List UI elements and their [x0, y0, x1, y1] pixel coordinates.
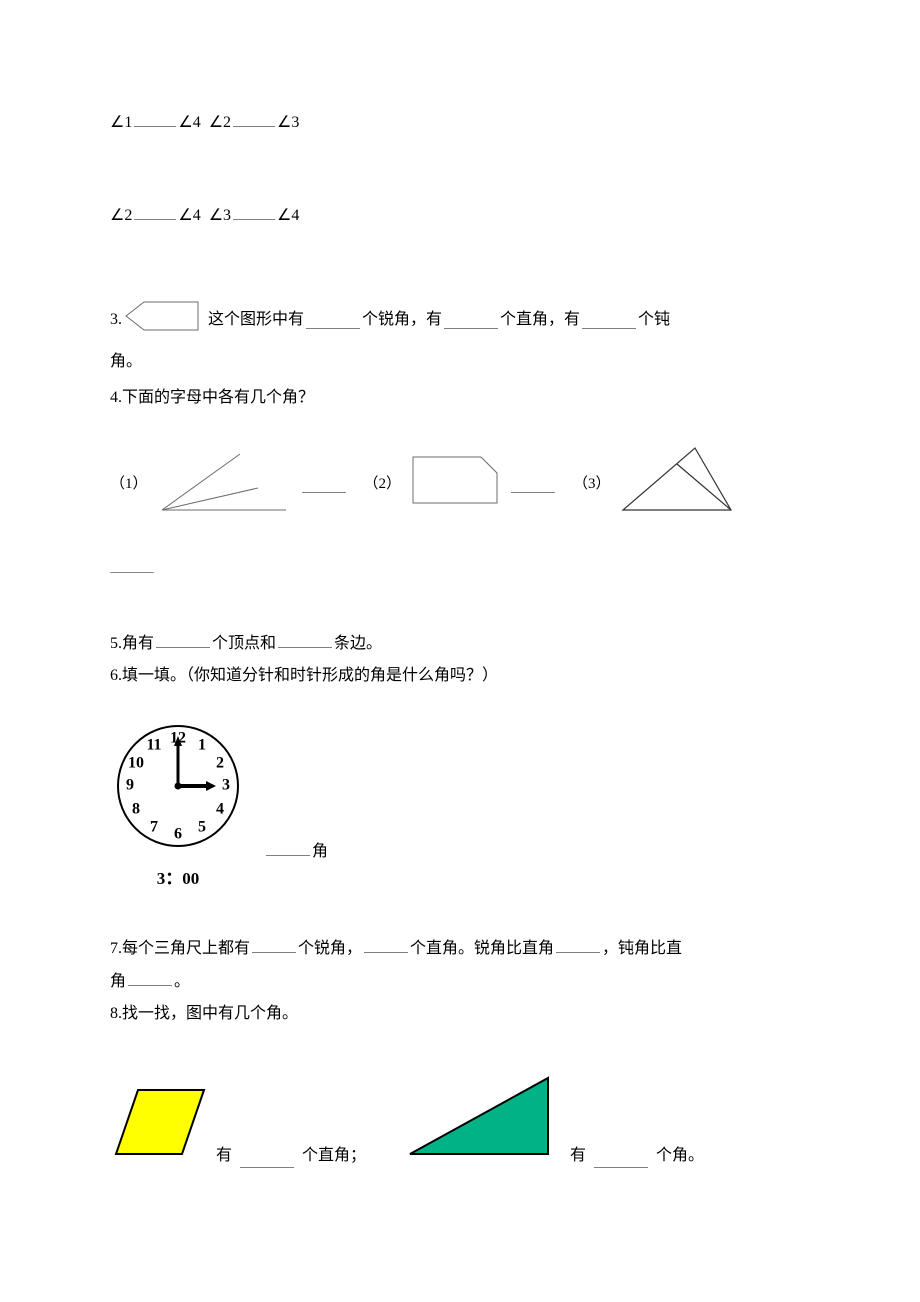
- worksheet-page: ∠1∠4 ∠2∠3 ∠2∠4 ∠3∠4 3. 这个图形中有个锐角，有个直角，有个…: [0, 0, 920, 1208]
- q7-number: 7.: [110, 940, 122, 957]
- q8-t1: 有: [216, 1144, 232, 1168]
- blank[interactable]: [582, 312, 636, 329]
- svg-text:1: 1: [198, 737, 206, 754]
- blank[interactable]: [156, 631, 210, 648]
- svg-text:11: 11: [146, 737, 161, 754]
- q6-answer: 角: [264, 839, 328, 892]
- blank[interactable]: [278, 631, 332, 648]
- blank[interactable]: [240, 1151, 294, 1168]
- angle-compare-line-2: ∠2 ∠4 ∠3 ∠4: [110, 203, 810, 228]
- trapezoid-icon: [110, 1084, 210, 1168]
- angle-2b: ∠2: [110, 207, 132, 224]
- q4-title: 下面的字母中各有几个角？: [122, 389, 314, 406]
- angle-3: ∠3: [277, 114, 299, 131]
- q7-t3: 个直角。锐角比直角: [410, 940, 554, 957]
- clock-icon: 12 1 2 3 4 5 6 7 8 9 10 11: [110, 718, 246, 862]
- q3-text-2: 个锐角，有: [362, 308, 442, 332]
- q4-number: 4.: [110, 389, 122, 406]
- angle-4c: ∠4: [277, 207, 299, 224]
- q3-tail: 角。: [110, 350, 810, 374]
- question-4-figures: （1） （2） （3）: [110, 444, 810, 524]
- q8-title: 找一找，图中有几个角。: [122, 1005, 298, 1022]
- angle-compare-line-1: ∠1 ∠4 ∠2 ∠3: [110, 110, 810, 135]
- blank[interactable]: [128, 969, 172, 986]
- svg-text:3: 3: [222, 777, 230, 794]
- blank[interactable]: [110, 558, 154, 573]
- blank[interactable]: [134, 110, 176, 127]
- q7-t2: 个锐角，: [298, 940, 362, 957]
- q8-t3: 有: [570, 1144, 586, 1168]
- q7-t1: 每个三角尺上都有: [122, 940, 250, 957]
- q6-number: 6.: [110, 667, 122, 684]
- q4-label-1: （1）: [110, 473, 148, 496]
- q3-text-3: 个直角，有: [500, 308, 580, 332]
- q5-number: 5.: [110, 635, 122, 652]
- q5-t2: 个顶点和: [212, 635, 276, 652]
- question-4-title: 4.下面的字母中各有几个角？: [110, 386, 810, 410]
- right-triangle-icon: [404, 1072, 554, 1168]
- blank[interactable]: [556, 936, 600, 953]
- question-5: 5.角有 个顶点和 条边。: [110, 631, 810, 656]
- svg-text:8: 8: [132, 801, 140, 818]
- svg-text:9: 9: [126, 777, 134, 794]
- angle-fan-icon: [154, 444, 294, 524]
- question-6-title: 6.填一填。（你知道分针和时针形成的角是什么角吗？）: [110, 664, 810, 688]
- q4-label-3: （3）: [573, 473, 611, 496]
- angle-4b: ∠4: [178, 207, 200, 224]
- question-8-figures: 有 个直角； 有 个角。: [110, 1072, 810, 1168]
- angle-1: ∠1: [110, 114, 132, 131]
- q5-t1: 角有: [122, 635, 154, 652]
- blank[interactable]: [233, 110, 275, 127]
- blank[interactable]: [302, 476, 346, 493]
- svg-text:5: 5: [198, 819, 206, 836]
- q3-text-5: 角。: [110, 353, 142, 370]
- question-7-line2: 角。: [110, 969, 810, 994]
- q8-number: 8.: [110, 1005, 122, 1022]
- svg-text:7: 7: [150, 819, 158, 836]
- cut-rect-icon: [407, 451, 503, 517]
- svg-text:2: 2: [216, 755, 224, 772]
- blank[interactable]: [306, 312, 360, 329]
- svg-text:10: 10: [128, 755, 144, 772]
- svg-text:6: 6: [174, 826, 182, 843]
- angle-3b: ∠3: [209, 207, 231, 224]
- q6-suffix: 角: [312, 843, 328, 860]
- clock-wrap: 12 1 2 3 4 5 6 7 8 9 10 11: [110, 718, 246, 892]
- question-8-title: 8.找一找，图中有几个角。: [110, 1002, 810, 1026]
- question-3: 3. 这个图形中有 个锐角，有 个直角，有 个钝: [110, 296, 810, 344]
- blank[interactable]: [266, 839, 310, 856]
- blank[interactable]: [252, 936, 296, 953]
- blank[interactable]: [134, 203, 176, 220]
- q6-title: 填一填。（你知道分针和时针形成的角是什么角吗？）: [122, 667, 498, 684]
- blank[interactable]: [594, 1151, 648, 1168]
- blank[interactable]: [444, 312, 498, 329]
- q3-text-1: 这个图形中有: [208, 308, 304, 332]
- svg-text:4: 4: [216, 801, 224, 818]
- blank[interactable]: [511, 476, 555, 493]
- blank[interactable]: [364, 936, 408, 953]
- angle-2: ∠2: [209, 114, 231, 131]
- q7-t5: 角: [110, 973, 126, 990]
- triangle-split-icon: [617, 444, 737, 524]
- q5-t3: 条边。: [334, 635, 382, 652]
- question-7: 7.每个三角尺上都有 个锐角， 个直角。锐角比直角 ，钝角比直: [110, 936, 810, 961]
- q8-t4: 个角。: [656, 1144, 704, 1168]
- q3-text-4: 个钝: [638, 308, 670, 332]
- q4-label-2: （2）: [364, 473, 402, 496]
- q7-t4: ，钝角比直: [602, 940, 682, 957]
- q8-t2: 个直角；: [302, 1144, 366, 1168]
- pentagon-icon: [122, 296, 204, 344]
- q7-t6: 。: [174, 973, 190, 990]
- angle-4: ∠4: [178, 114, 200, 131]
- question-6-clock: 12 1 2 3 4 5 6 7 8 9 10 11: [110, 718, 810, 892]
- q3-number: 3.: [110, 308, 122, 332]
- blank[interactable]: [233, 203, 275, 220]
- clock-time-label: 3：00: [110, 866, 246, 892]
